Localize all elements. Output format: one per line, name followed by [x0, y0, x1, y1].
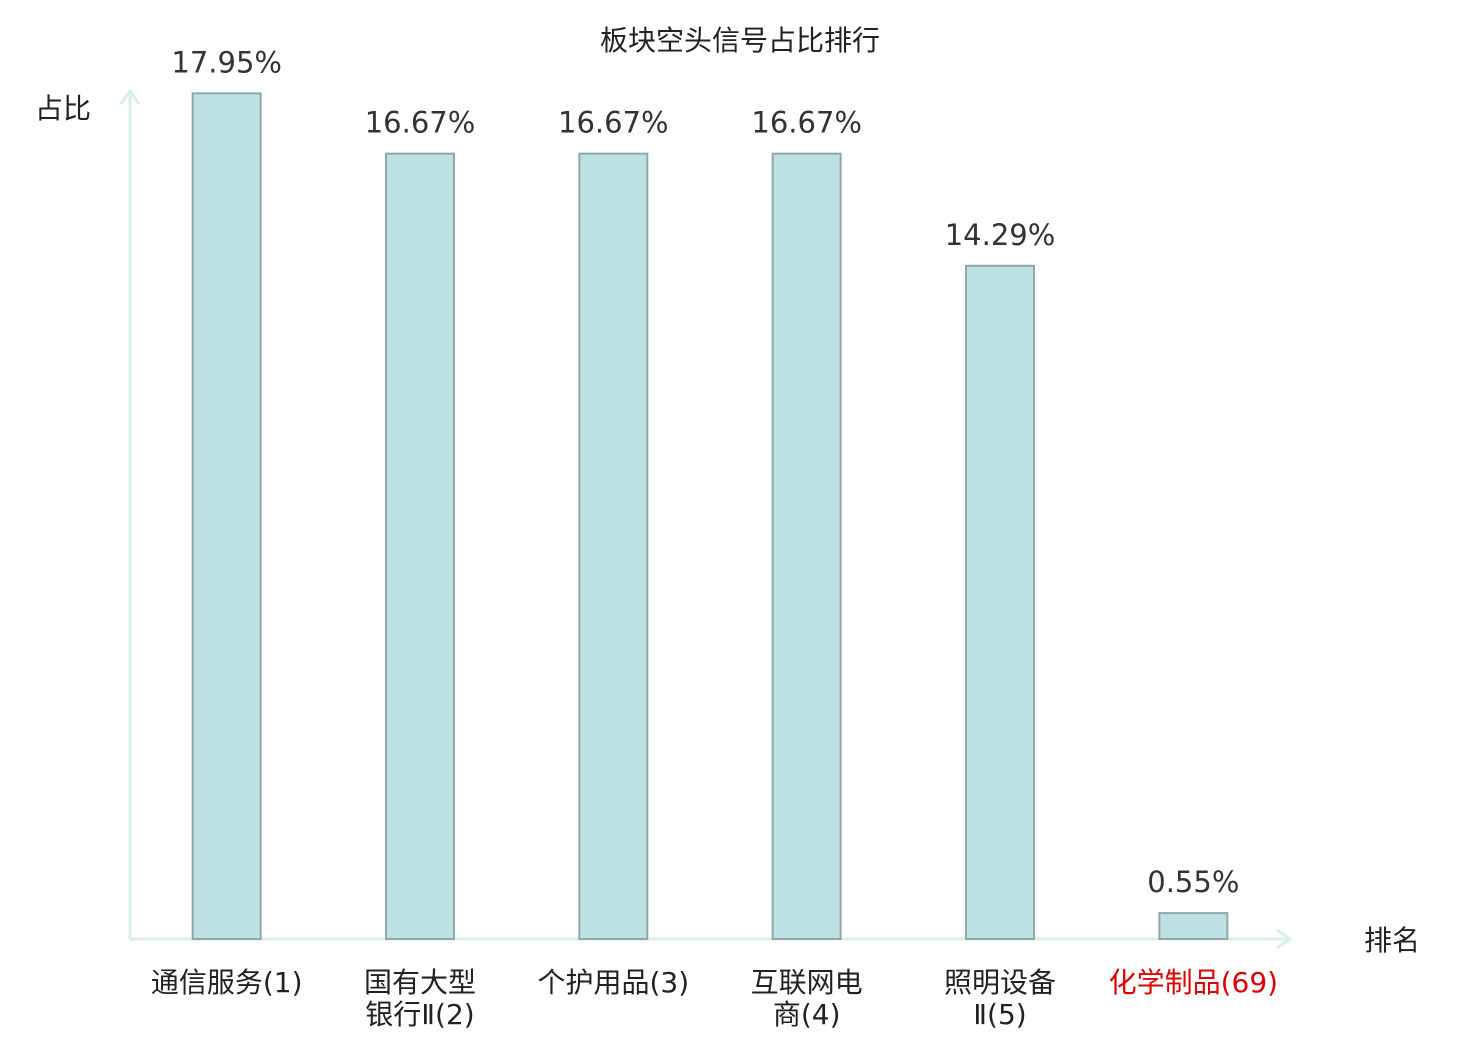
x-tick-label: 通信服务(1) [151, 966, 303, 999]
data-label: 16.67% [751, 106, 862, 140]
x-tick-label: 个护用品(3) [537, 966, 689, 999]
data-label: 17.95% [171, 45, 282, 79]
y-axis-label: 占比 [35, 92, 91, 125]
chart-title: 板块空头信号占比排行 [600, 24, 880, 57]
data-label: 0.55% [1147, 865, 1239, 899]
x-axis-arrow [1276, 928, 1293, 950]
bar [1158, 912, 1229, 940]
bar [385, 152, 455, 940]
bar [578, 152, 649, 940]
x-tick-label: 化学制品(69) [1109, 966, 1278, 999]
y-axis-arrow [119, 88, 141, 105]
bar [191, 92, 262, 941]
x-tick-label: Ⅱ(5) [973, 998, 1026, 1031]
x-axis-label: 排名 [1364, 924, 1420, 957]
x-tick-label: 互联网电 [751, 966, 863, 999]
x-tick-label: 商(4) [773, 998, 841, 1031]
data-label: 16.67% [365, 106, 476, 140]
x-tick-label: 银行Ⅱ(2) [365, 998, 474, 1031]
bar [965, 264, 1035, 940]
data-label: 14.29% [945, 218, 1056, 252]
bar [771, 152, 842, 940]
x-tick-label: 照明设备 [944, 966, 1056, 999]
data-label: 16.67% [558, 106, 669, 140]
x-tick-label: 国有大型 [364, 966, 476, 999]
